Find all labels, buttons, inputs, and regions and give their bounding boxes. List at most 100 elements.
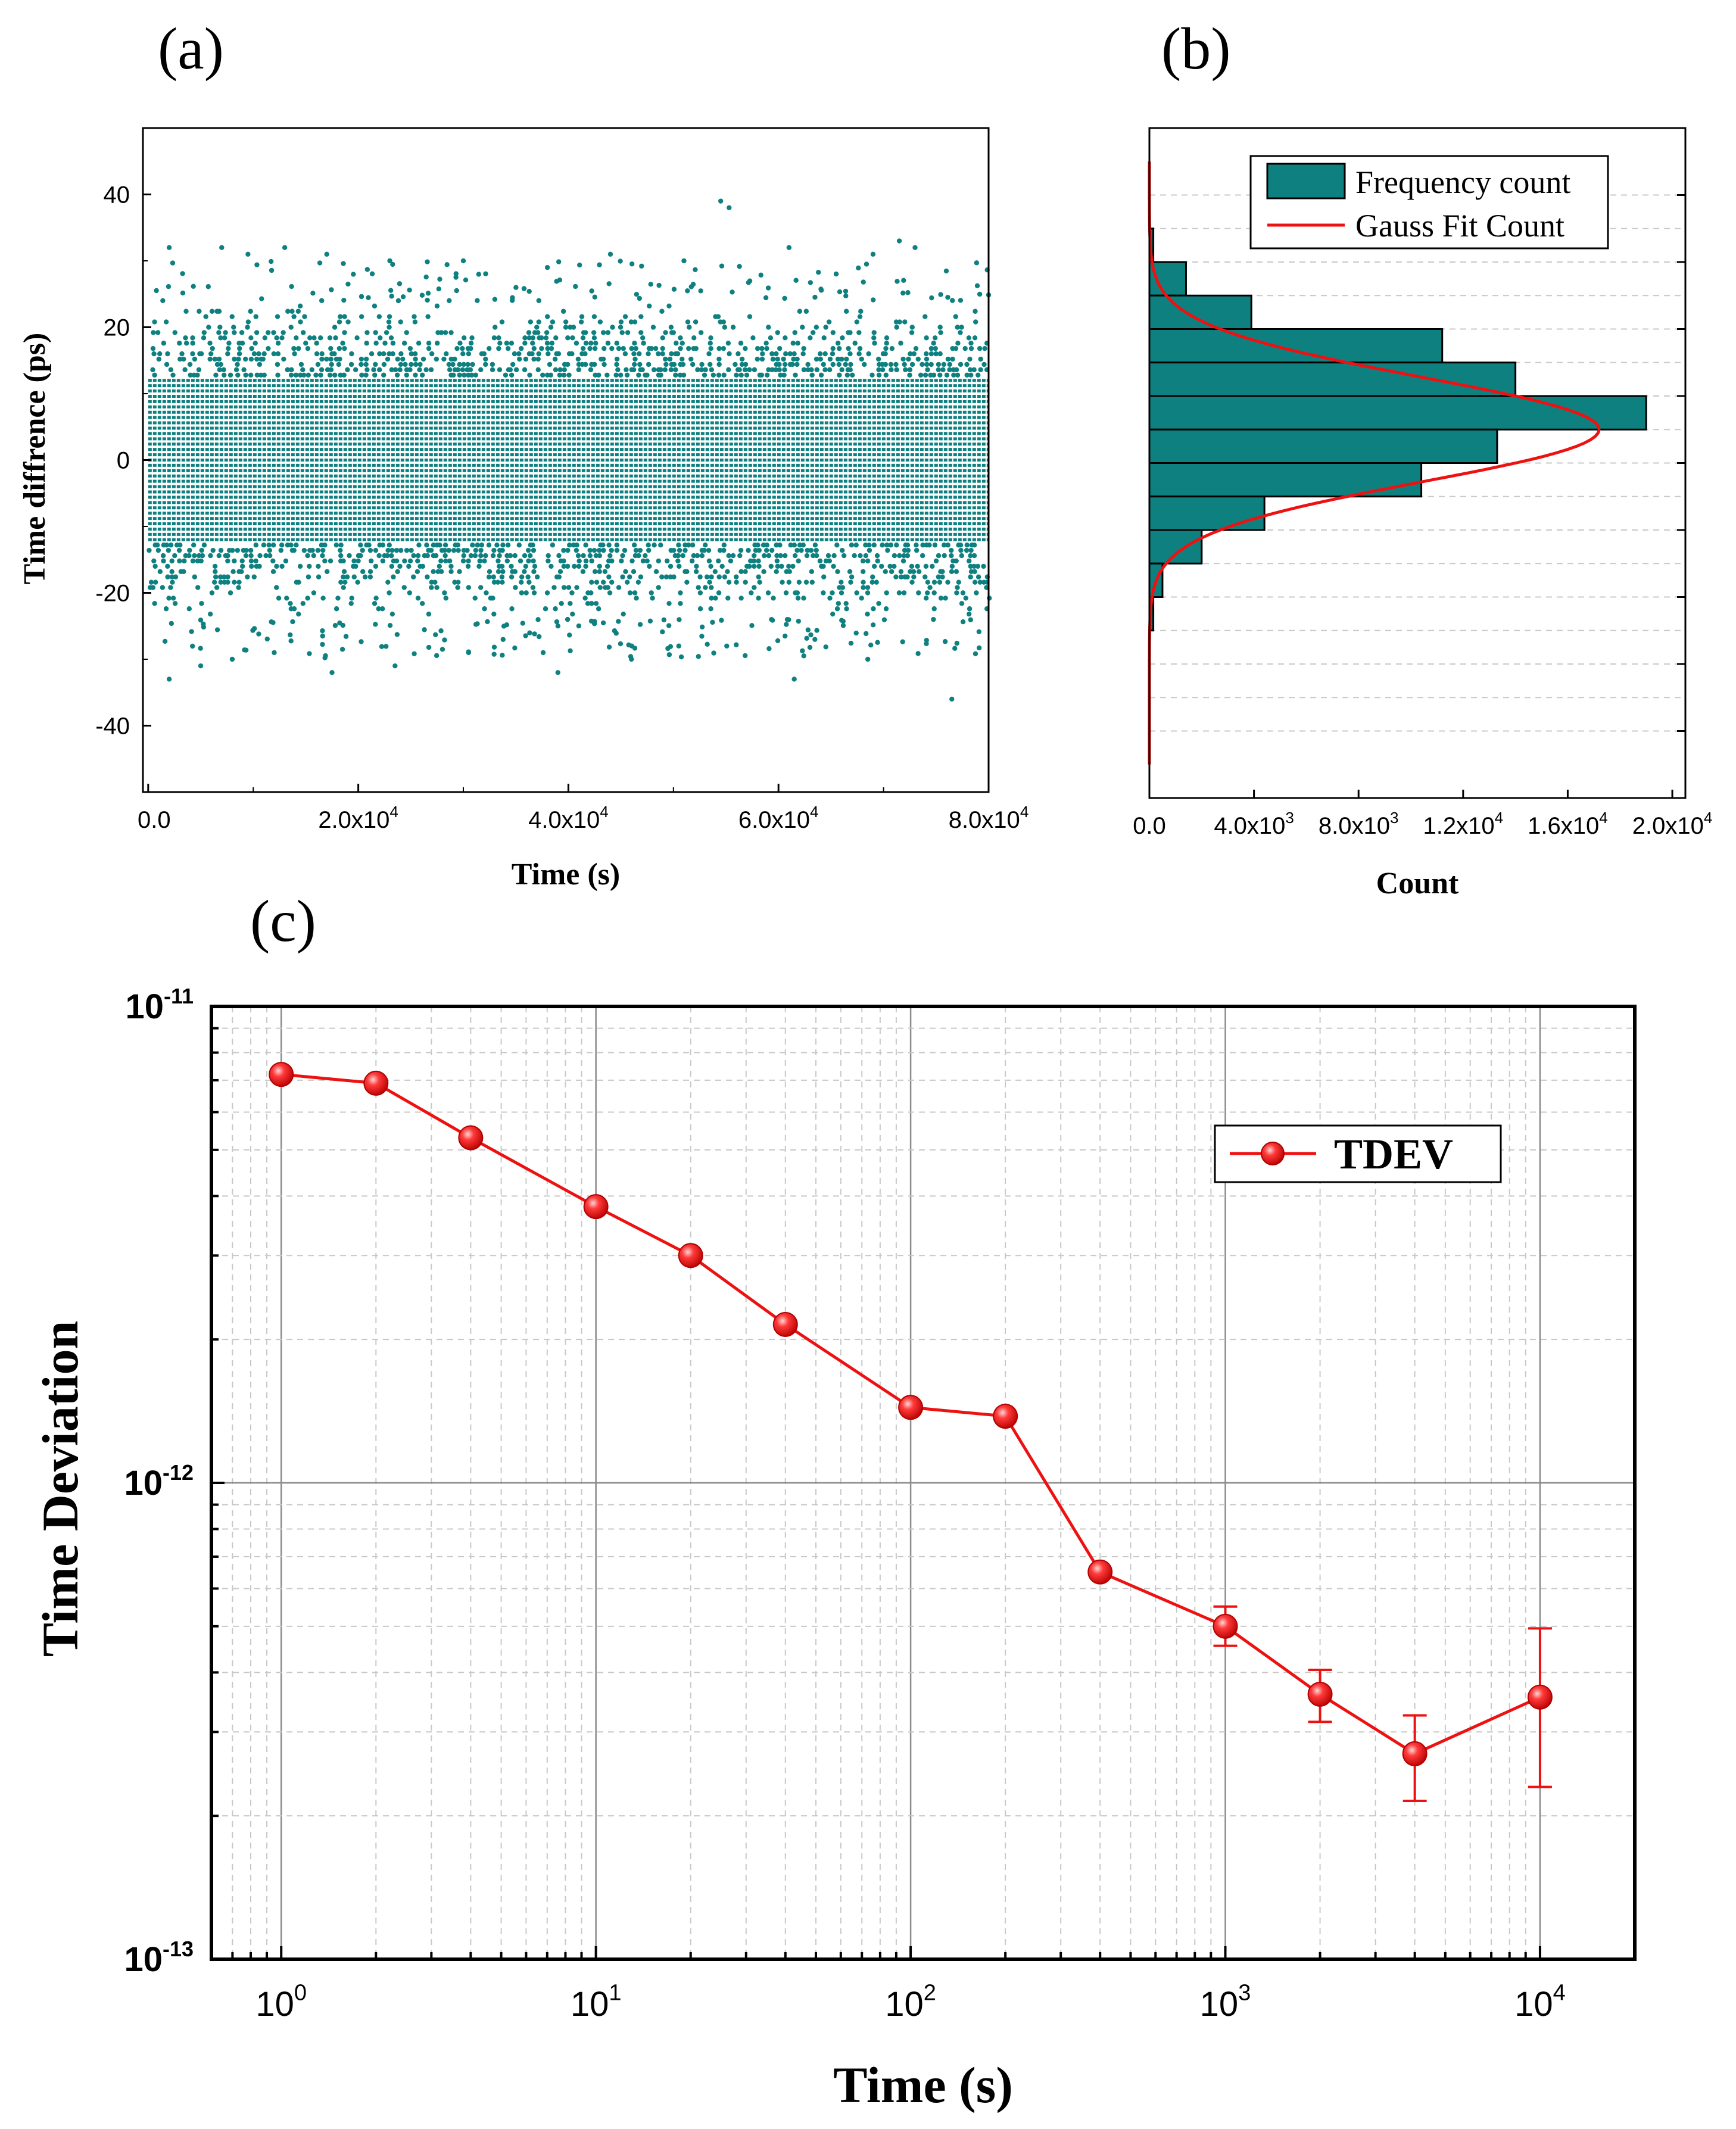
a-point — [766, 367, 771, 373]
a-point — [708, 335, 713, 341]
a-point — [616, 619, 621, 624]
a-point — [398, 547, 404, 553]
a-point — [567, 543, 572, 548]
a-point — [289, 308, 295, 314]
a-point — [407, 558, 413, 564]
a-point — [653, 345, 659, 351]
a-y-tick-label: 20 — [104, 315, 130, 341]
a-point — [389, 367, 394, 373]
a-point — [637, 351, 642, 357]
a-point — [198, 646, 203, 651]
a-point — [618, 641, 624, 647]
c-x-axis-ticks: 100 101 102 103 104 — [210, 1946, 1636, 2024]
a-point — [269, 619, 274, 625]
a-point — [844, 606, 849, 612]
a-point — [765, 590, 771, 596]
a-point — [597, 569, 602, 575]
a-point — [338, 553, 344, 559]
a-point — [444, 351, 449, 357]
a-point — [382, 341, 388, 346]
a-point — [157, 569, 163, 575]
a-point — [412, 314, 417, 319]
a-point — [947, 361, 952, 367]
a-point — [814, 367, 819, 373]
a-point — [420, 356, 426, 362]
a-y-tick-label: 40 — [104, 182, 130, 208]
a-point — [289, 367, 294, 373]
a-point — [333, 335, 338, 341]
a-point — [774, 569, 779, 575]
a-point — [543, 606, 548, 612]
a-point — [791, 356, 796, 362]
a-point — [814, 628, 819, 633]
a-point — [582, 330, 588, 335]
a-point — [709, 596, 714, 601]
a-point — [726, 579, 732, 585]
a-point — [933, 345, 938, 351]
a-point — [703, 585, 708, 590]
a-outlier-point — [166, 677, 172, 682]
a-point — [491, 611, 497, 617]
a-point — [191, 283, 196, 289]
a-point — [426, 611, 432, 617]
a-point — [314, 351, 320, 357]
a-point — [812, 637, 818, 642]
a-point — [949, 547, 954, 553]
a-point — [438, 558, 444, 564]
a-point — [651, 367, 657, 373]
a-point — [329, 287, 334, 292]
a-point — [476, 563, 482, 569]
a-point — [545, 345, 550, 351]
a-point — [296, 579, 301, 585]
a-point — [628, 319, 634, 325]
a-point — [216, 330, 222, 335]
a-point — [601, 345, 607, 351]
a-point — [774, 553, 780, 559]
a-point — [924, 351, 929, 357]
a-point — [788, 543, 793, 548]
a-point — [631, 569, 637, 575]
a-point — [341, 574, 346, 579]
a-point — [231, 325, 236, 330]
a-outlier-point — [245, 251, 251, 257]
a-point — [417, 367, 422, 373]
a-point — [453, 275, 459, 280]
a-point — [792, 553, 798, 559]
a-point — [933, 558, 939, 564]
a-point — [966, 611, 972, 617]
a-point — [857, 314, 863, 319]
a-point — [870, 574, 875, 579]
a-point — [544, 330, 550, 335]
a-point — [614, 361, 619, 367]
a-point — [869, 579, 875, 585]
a-point — [353, 563, 359, 569]
a-point — [677, 563, 682, 569]
a-point — [381, 372, 387, 378]
a-point — [597, 585, 603, 590]
a-point — [632, 341, 637, 346]
a-point — [160, 585, 166, 590]
a-point — [535, 356, 541, 362]
a-point — [195, 558, 201, 564]
a-point — [716, 345, 722, 351]
a-point — [883, 345, 889, 351]
a-point — [305, 345, 311, 351]
a-point — [747, 278, 753, 283]
a-point — [214, 627, 220, 632]
a-point — [791, 543, 797, 548]
a-point — [417, 361, 423, 367]
a-point — [465, 547, 470, 553]
a-point — [245, 574, 250, 579]
a-point — [561, 558, 566, 564]
a-point — [208, 351, 214, 357]
a-point — [523, 563, 529, 569]
a-point — [801, 345, 806, 351]
a-point — [846, 345, 851, 351]
a-point — [298, 361, 304, 367]
a-point — [307, 651, 312, 656]
a-point — [261, 543, 267, 548]
a-point — [509, 372, 515, 378]
a-point — [345, 367, 350, 373]
a-point — [359, 356, 364, 362]
a-point — [269, 258, 274, 264]
